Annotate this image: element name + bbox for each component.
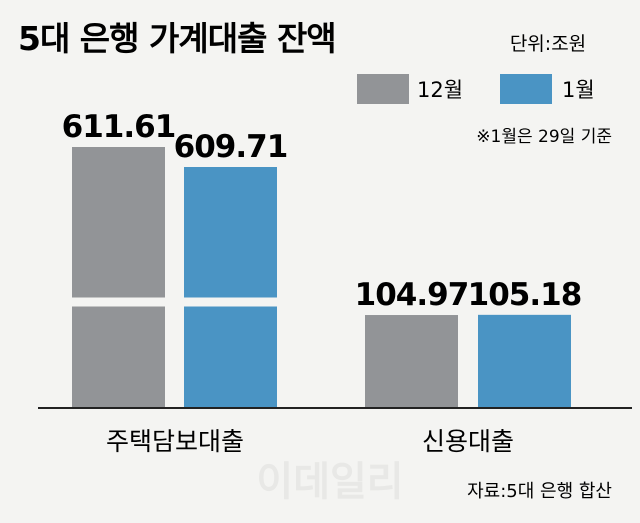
category-label: 주택담보대출	[106, 427, 244, 456]
legend-label: 12월	[417, 78, 463, 102]
unit-label: 단위:조원	[510, 33, 586, 55]
note-text: ※1월은 29일 기준	[476, 127, 612, 147]
bars	[38, 147, 571, 407]
legend: 12월 1월	[357, 74, 595, 104]
watermark: 이데일리	[256, 459, 403, 505]
chart-title: 5대 은행 가계대출 잔액	[18, 19, 336, 58]
bar-upper	[184, 167, 277, 298]
source-text: 자료:5대 은행 합산	[467, 481, 612, 502]
value-label: 104.97	[355, 277, 469, 313]
bar	[365, 315, 458, 407]
bar-upper	[72, 147, 165, 298]
value-label: 611.61	[62, 109, 176, 145]
value-label: 609.71	[174, 129, 288, 165]
axis-break	[38, 297, 298, 307]
legend-swatch	[500, 74, 552, 104]
legend-swatch	[357, 74, 409, 104]
category-labels: 주택담보대출 신용대출	[106, 427, 514, 456]
value-label: 105.18	[468, 277, 582, 313]
category-label: 신용대출	[422, 427, 514, 456]
bar	[478, 314, 571, 407]
bar-lower	[184, 306, 277, 407]
bar-lower	[72, 306, 165, 407]
legend-label: 1월	[562, 78, 595, 102]
